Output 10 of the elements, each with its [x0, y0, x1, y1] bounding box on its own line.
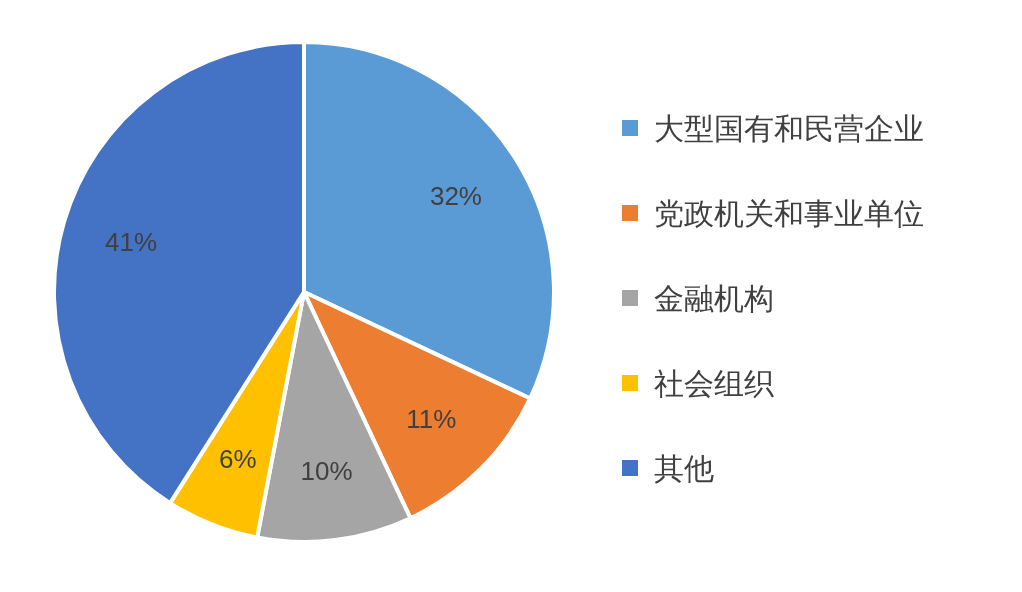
- data-label: 10%: [300, 455, 353, 486]
- legend-label: 大型国有和民营企业: [654, 111, 924, 145]
- legend-label: 社会组织: [654, 366, 774, 400]
- data-label: 41%: [105, 226, 158, 257]
- data-label: 11%: [406, 404, 457, 435]
- legend-label: 金融机构: [654, 281, 774, 315]
- data-label: 32%: [429, 180, 482, 211]
- data-label: 6%: [218, 444, 257, 475]
- legend-label: 其他: [654, 451, 714, 485]
- legend-label: 党政机关和事业单位: [654, 196, 924, 230]
